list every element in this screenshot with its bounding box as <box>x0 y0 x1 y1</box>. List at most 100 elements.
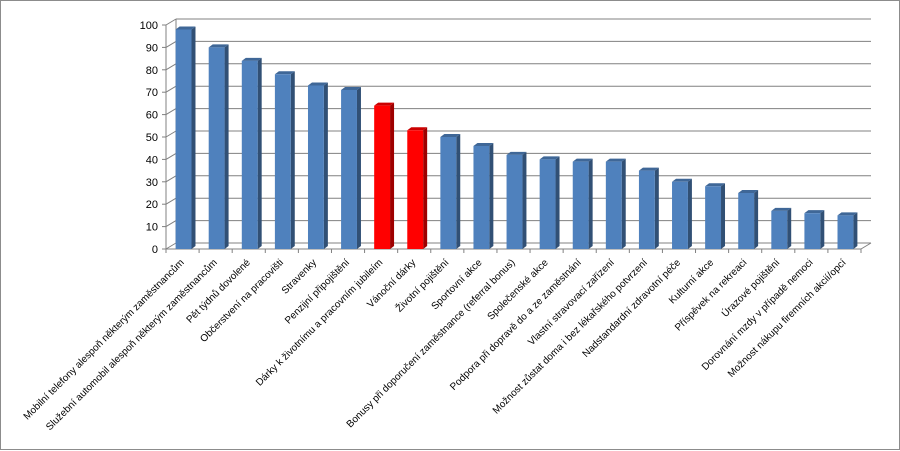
bar-side <box>853 212 858 249</box>
category-label: Pět týdnů dovolené <box>184 256 253 325</box>
bar <box>506 151 527 249</box>
bar-top <box>473 142 494 146</box>
bar-front <box>274 74 291 249</box>
bar-front <box>771 210 788 249</box>
bar <box>638 167 659 249</box>
bar-front <box>208 47 225 250</box>
bar-side <box>390 102 395 249</box>
bar-side <box>356 86 361 250</box>
bar-top <box>208 44 229 48</box>
bar-front <box>705 186 722 249</box>
bar <box>374 102 395 249</box>
bar <box>341 86 361 250</box>
bar <box>539 156 560 249</box>
gridline-side <box>165 220 177 228</box>
gridline-side <box>165 130 177 138</box>
category-label: Společenské akce <box>486 257 551 322</box>
bar-front <box>638 170 655 249</box>
gridline-side <box>165 197 177 205</box>
bar <box>605 158 626 249</box>
bar-side <box>489 142 494 249</box>
bar-front <box>506 154 523 249</box>
bar-front <box>837 215 854 249</box>
bar-front <box>804 213 821 249</box>
gridline-side <box>165 152 177 160</box>
y-tick-label: 100 <box>140 20 158 32</box>
bar-side <box>721 183 726 249</box>
floor-right-edge <box>860 242 872 250</box>
gridline-side <box>165 108 177 116</box>
category-label: Úrazové pojištění <box>719 256 783 320</box>
gridline-side <box>165 175 177 183</box>
y-tick-label: 40 <box>146 154 158 166</box>
category-label: Možnost nákupu firemních akcií/opcí <box>726 257 849 380</box>
bar <box>274 71 295 249</box>
bar-side <box>588 158 593 249</box>
y-tick-labels: 0 10 20 30 40 50 60 70 80 90 100 <box>140 20 158 256</box>
bar-side <box>787 207 792 249</box>
bar <box>407 127 428 249</box>
y-tick-label: 90 <box>146 42 158 54</box>
y-tick-label: 30 <box>146 177 158 189</box>
y-tick-label: 20 <box>146 199 158 211</box>
bar-top <box>804 210 825 214</box>
bar-top <box>705 183 726 187</box>
bar-top <box>771 207 792 211</box>
bar-side <box>224 44 229 250</box>
bar-front <box>440 137 457 249</box>
bar-side <box>654 167 659 249</box>
bar-side <box>555 156 560 249</box>
y-tick-label: 10 <box>146 222 158 234</box>
bar-front <box>572 161 589 249</box>
bar-front <box>407 130 424 249</box>
bar-front <box>341 89 357 250</box>
bar-top <box>738 190 759 193</box>
category-labels: Mobilní telefony alespoň některým zaměst… <box>21 256 849 433</box>
gridline-side <box>165 18 177 26</box>
y-tick-label: 60 <box>146 110 158 122</box>
bar <box>440 134 461 249</box>
bar-top <box>341 86 361 90</box>
bar <box>837 212 858 249</box>
bar-side <box>754 190 759 249</box>
bar-front <box>605 161 622 249</box>
bar-side <box>621 158 626 249</box>
bar-side <box>423 127 428 249</box>
bar-front <box>672 181 688 249</box>
bar-front <box>175 29 192 250</box>
gridline-side <box>165 242 177 250</box>
bar <box>175 26 196 250</box>
category-label: Možnost zůstat doma i bez lékařského pot… <box>490 256 650 416</box>
bar <box>572 158 593 249</box>
bar-side <box>522 151 527 249</box>
bar-top <box>274 71 295 75</box>
bar-front <box>241 60 258 250</box>
bar-top <box>407 127 428 131</box>
bar <box>804 210 825 249</box>
bar-top <box>241 57 262 61</box>
bar-front <box>539 159 556 249</box>
y-tick-label: 80 <box>146 65 158 77</box>
y-tick-label: 50 <box>146 132 158 144</box>
bar-front <box>307 85 324 249</box>
bar-side <box>257 57 262 250</box>
bar-top <box>175 26 196 30</box>
bar-top <box>672 178 692 182</box>
bar-top <box>837 212 858 216</box>
y-tick-label: 70 <box>146 87 158 99</box>
bar <box>307 82 328 249</box>
bar-side <box>456 134 461 249</box>
bar <box>241 57 262 250</box>
bar <box>672 178 692 249</box>
bar-side <box>191 26 196 250</box>
bar-top <box>539 156 560 160</box>
bar-front <box>473 145 490 249</box>
bar-side <box>323 82 328 249</box>
gridline-side <box>165 40 177 48</box>
bar <box>208 44 229 250</box>
bar-side <box>290 71 295 249</box>
bar <box>738 190 759 249</box>
bar-top <box>307 82 328 86</box>
